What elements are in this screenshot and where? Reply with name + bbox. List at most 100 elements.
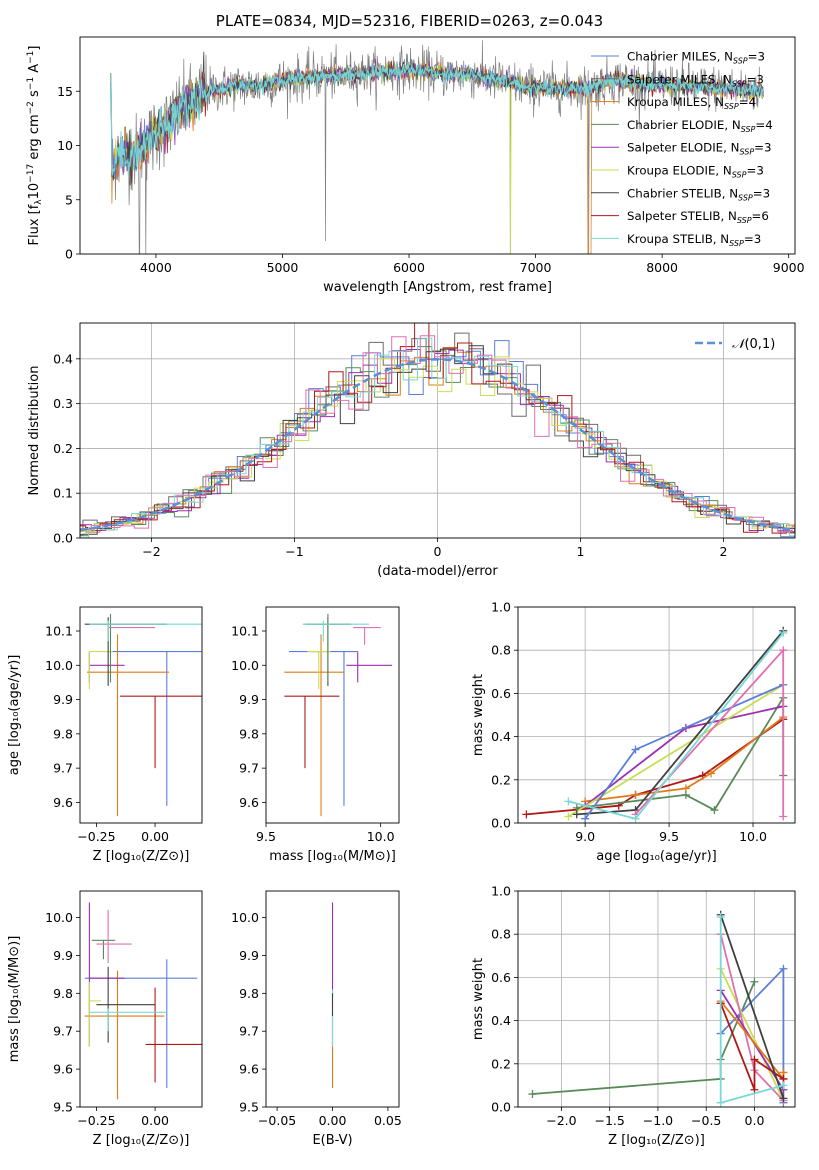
legend-label: Salpeter MILES, NSSP=3: [627, 72, 764, 88]
x-tick-label: 10.0: [367, 829, 395, 844]
x-tick-label: 9.5: [256, 829, 276, 844]
weight-marker: [631, 814, 640, 823]
age-vs-metallicity-x-label: Z [log₁₀(Z/Z⊙)]: [93, 849, 190, 864]
legend-label: Salpeter STELIB, NSSP=6: [627, 209, 769, 225]
axes-frame: [265, 890, 400, 1108]
weight-line-salpeter-stelib: [719, 1002, 784, 1091]
y-tick-label: 9.6: [53, 795, 73, 810]
weight-vs-age-y-label: mass weight: [471, 674, 486, 756]
weight-marker: [581, 814, 590, 823]
weight-marker: [528, 1090, 537, 1099]
axes-frame: [517, 606, 796, 824]
weight-marker: [716, 912, 725, 921]
y-tick-label: 9.6: [53, 1062, 73, 1077]
x-tick-label: 0.0: [745, 1113, 765, 1128]
plot-area: [109, 40, 764, 254]
legend-label: Salpeter ELODIE, NSSP=3: [627, 141, 772, 157]
y-tick-label: 0.0: [53, 531, 73, 546]
spectrum-x-label: wavelength [Angstrom, rest frame]: [323, 280, 552, 295]
x-tick-label: −1: [285, 544, 303, 559]
y-tick-label: 1.0: [491, 884, 511, 899]
plot-area: [84, 902, 202, 1100]
x-tick-label: −2.0: [546, 1113, 576, 1128]
weight-marker: [750, 1055, 759, 1064]
weight-marker: [631, 745, 640, 754]
y-tick-label: 10.0: [45, 658, 73, 673]
x-tick-label: 4000: [140, 260, 172, 275]
x-tick-label: −1.0: [643, 1113, 673, 1128]
weight-marker: [681, 790, 690, 799]
y-tick-label: 0.6: [491, 686, 511, 701]
legend-label: Chabrier ELODIE, NSSP=4: [627, 118, 773, 134]
weight-marker: [564, 812, 573, 821]
axes-frame: [265, 606, 400, 824]
y-tick-label: 1.0: [491, 600, 511, 615]
y-tick-label: 10.0: [231, 658, 259, 673]
y-tick-label: 9.7: [53, 1024, 73, 1039]
x-tick-label: −1.5: [595, 1113, 625, 1128]
mass-vs-metallicity-y-label: mass [log₁₀(M/M⊙)]: [7, 936, 22, 1063]
x-tick-label: 10.0: [739, 829, 767, 844]
y-tick-label: 9.6: [239, 795, 259, 810]
y-tick-label: 0.4: [491, 1013, 511, 1028]
residuals-panel: −2 −1 0 1 2 0.0 0.1 0.2 0.3 0.4 (data-model)/error…: [27, 322, 796, 579]
weight-marker: [779, 628, 788, 637]
y-tick-label: 9.7: [53, 761, 73, 776]
y-tick-label: 10.1: [45, 624, 73, 639]
model-spectrum-kroupa-stelib: [109, 61, 764, 180]
y-tick-label: 9.7: [239, 1024, 259, 1039]
weight-vs-age-panel: 9.0 9.5 10.0 0.0 0.2 0.4 0.6 0.8 1.0 age [log₁₀(a…: [471, 600, 796, 864]
x-tick-label: −0.25: [77, 1113, 115, 1128]
weight-marker: [750, 977, 759, 986]
y-tick-label: 9.8: [53, 726, 73, 741]
y-tick-label: 9.5: [239, 1100, 259, 1115]
axes-frame: [517, 890, 796, 1108]
y-tick-label: 0.2: [491, 772, 511, 787]
y-tick-label: 10.1: [231, 624, 259, 639]
histogram-salpeter-miles: [80, 332, 795, 533]
x-tick-label: 9.0: [575, 829, 595, 844]
age-vs-metallicity-y-label: age [log₁₀(age/yr)]: [7, 655, 22, 776]
y-tick-label: 0.1: [53, 486, 73, 501]
plot-area: [84, 613, 202, 817]
legend-label: Chabrier STELIB, NSSP=3: [627, 186, 770, 202]
axes-frame: [79, 890, 203, 1108]
weight-marker: [779, 646, 788, 655]
y-tick-label: 0.2: [491, 1056, 511, 1071]
weight-vs-age-x-label: age [log₁₀(age/yr)]: [596, 849, 717, 864]
y-tick-label: 10: [57, 138, 73, 153]
weight-marker: [779, 812, 788, 821]
spectrum-y-label: Flux [fλ10−17 erg cm−2 s−1 A−1]: [26, 46, 44, 246]
y-tick-label: 0.0: [491, 816, 511, 831]
y-tick-label: 5: [65, 192, 73, 207]
plot-area: [528, 910, 788, 1107]
weight-marker: [707, 769, 716, 778]
y-tick-label: 0.0: [491, 1100, 511, 1115]
x-tick-label: 0.00: [141, 1113, 169, 1128]
weight-marker: [716, 1098, 725, 1107]
weight-line-kroupa-elodie: [719, 968, 785, 1101]
spectrum-panel: 4000 5000 6000 7000 8000 9000 0 5 10 15 wavelength…: [26, 36, 805, 295]
x-tick-label: 5000: [267, 260, 299, 275]
weight-marker: [631, 790, 640, 799]
y-tick-label: 9.5: [53, 1100, 73, 1115]
weight-marker: [779, 964, 788, 973]
mass-vs-metallicity-panel: −0.25 0.00 9.5 9.6 9.7 9.8 9.9 10.0 Z [log₁₀(Z/Z…: [7, 890, 203, 1148]
mass-vs-metallicity-x-label: Z [log₁₀(Z/Z⊙)]: [93, 1133, 190, 1148]
y-tick-label: 9.9: [53, 948, 73, 963]
plot-area: [522, 626, 788, 823]
weight-marker: [779, 1094, 788, 1103]
plot-area: [284, 613, 393, 817]
y-tick-label: 0.6: [491, 970, 511, 985]
x-tick-label: 9000: [773, 260, 805, 275]
weight-line-salpeter-stelib: [526, 718, 784, 816]
normal-distribution-curve: [80, 358, 795, 532]
weight-vs-metallicity-x-label: Z [log₁₀(Z/Z⊙)]: [608, 1133, 705, 1148]
y-tick-label: 9.8: [53, 986, 73, 1001]
y-tick-label: 10.0: [45, 910, 73, 925]
x-tick-label: −0.5: [691, 1113, 721, 1128]
x-tick-label: −0.25: [77, 829, 115, 844]
legend-label: Kroupa STELIB, NSSP=3: [627, 232, 761, 248]
axes-frame: [79, 36, 796, 255]
